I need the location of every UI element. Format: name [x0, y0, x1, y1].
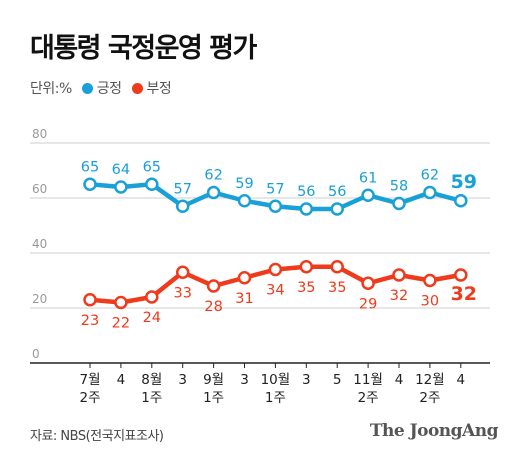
- data-label: 32: [390, 288, 408, 304]
- data-label: 35: [328, 280, 346, 296]
- data-label: 58: [390, 179, 408, 195]
- data-point: [268, 199, 283, 213]
- x-tick-label: 3: [240, 372, 249, 388]
- data-point: [268, 262, 283, 277]
- y-tick-label: 20: [32, 292, 47, 306]
- data-label: 33: [173, 285, 191, 301]
- y-tick-label: 40: [32, 237, 47, 251]
- data-point: [454, 194, 468, 208]
- data-label: 62: [204, 168, 222, 184]
- data-label: 32: [451, 283, 477, 305]
- legend-label-positive: 긍정: [96, 81, 122, 97]
- data-label: 62: [421, 168, 439, 184]
- y-tick-label: 60: [32, 182, 47, 196]
- data-point: [361, 188, 375, 202]
- x-tick-label: 10월: [261, 372, 291, 388]
- chart-title: 대통령 국정운영 평가: [30, 33, 257, 64]
- data-label: 23: [81, 313, 99, 329]
- data-point: [83, 177, 97, 191]
- data-point: [423, 273, 437, 288]
- x-tick-sublabel: 2주: [419, 390, 440, 406]
- data-point: [114, 180, 128, 194]
- x-tick-label: 8월: [141, 372, 162, 388]
- x-tick-sublabel: 1주: [265, 390, 286, 406]
- legend-label-negative: 부정: [146, 81, 172, 97]
- data-label: 56: [328, 184, 346, 200]
- x-tick-sublabel: 1주: [203, 390, 224, 406]
- legend-item-negative: 부정: [131, 78, 172, 98]
- data-label: 65: [81, 159, 99, 175]
- x-tick-label: 9월: [203, 372, 224, 388]
- source-note: 자료: NBS(전국지표조사): [30, 429, 164, 444]
- x-tick-label: 4: [117, 372, 126, 388]
- data-label: 57: [173, 181, 191, 197]
- data-point: [454, 268, 468, 282]
- data-point: [83, 293, 97, 307]
- legend-dot-negative: [131, 82, 143, 94]
- data-label: 24: [143, 310, 161, 326]
- data-label: 22: [112, 316, 130, 332]
- data-label: 28: [204, 299, 222, 315]
- x-tick-label: 4: [395, 372, 404, 388]
- data-point: [237, 271, 252, 285]
- data-label: 31: [235, 291, 253, 307]
- data-label: 34: [266, 283, 284, 299]
- x-tick-label: 12월: [415, 372, 445, 388]
- x-tick-label: 7월: [79, 372, 100, 388]
- data-label: 59: [235, 176, 253, 192]
- data-point: [299, 260, 314, 274]
- data-point: [392, 268, 406, 282]
- data-point: [114, 295, 128, 310]
- data-label: 59: [451, 171, 477, 193]
- legend-dot-positive: [81, 82, 93, 94]
- data-label: 56: [297, 184, 315, 200]
- data-point: [206, 185, 221, 200]
- x-tick-sublabel: 2주: [358, 390, 379, 406]
- data-point: [145, 177, 159, 191]
- x-tick-label: 5: [333, 372, 342, 388]
- data-label: 65: [143, 159, 161, 175]
- y-tick-label: 80: [32, 127, 47, 141]
- data-point: [330, 202, 344, 216]
- data-point: [299, 202, 314, 216]
- data-point: [145, 290, 159, 304]
- data-label: 35: [297, 280, 315, 296]
- x-tick-label: 3: [178, 372, 187, 388]
- data-label: 57: [266, 181, 284, 197]
- y-tick-label: 0: [32, 347, 40, 361]
- brand-logo: The JoongAng: [369, 421, 499, 441]
- x-tick-label: 3: [302, 372, 311, 388]
- data-point: [206, 279, 221, 293]
- data-label: 30: [421, 294, 439, 310]
- x-tick-sublabel: 2주: [79, 390, 100, 406]
- data-point: [361, 276, 375, 290]
- data-point: [175, 199, 190, 213]
- unit-label: 단위:%: [30, 81, 72, 97]
- data-point: [392, 196, 406, 211]
- data-label: 29: [359, 296, 377, 312]
- data-point: [330, 260, 344, 274]
- data-label: 61: [359, 170, 377, 186]
- data-label: 64: [112, 162, 130, 178]
- data-point: [423, 185, 437, 200]
- legend: 단위:% 긍정 부정: [30, 78, 172, 98]
- x-tick-label: 11월: [353, 372, 383, 388]
- data-point: [175, 265, 190, 279]
- legend-item-positive: 긍정: [81, 78, 122, 98]
- x-tick-sublabel: 1주: [141, 390, 162, 406]
- data-point: [237, 194, 252, 208]
- x-tick-label: 4: [457, 372, 466, 388]
